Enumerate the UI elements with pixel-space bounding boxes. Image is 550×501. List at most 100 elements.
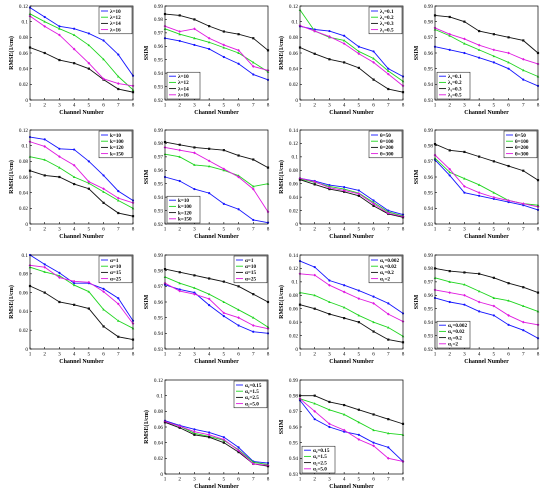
x-tick-label: 8: [267, 477, 270, 483]
data-point: [178, 288, 181, 291]
data-point: [387, 67, 390, 70]
data-point: [357, 314, 361, 317]
data-point: [73, 148, 76, 151]
data-point: [343, 284, 346, 287]
series-line: [434, 29, 539, 77]
y-tick-label: 0.97: [154, 31, 163, 37]
y-tick-label: 0.97: [424, 35, 433, 41]
y-axis-label: SSIM: [144, 169, 150, 184]
data-point: [193, 428, 196, 431]
y-tick-label: 0.98: [154, 17, 163, 23]
x-axis-label: Channel Number: [464, 234, 509, 240]
axes-frame: [299, 254, 404, 350]
data-point: [357, 192, 361, 196]
data-point: [507, 282, 510, 285]
x-tick-label: 6: [372, 352, 375, 358]
data-point: [102, 308, 105, 311]
y-tick-label: 0.1: [292, 19, 299, 25]
x-tick-label: 1: [29, 352, 32, 358]
legend-label: α₂=5.0: [245, 401, 259, 407]
data-point: [43, 270, 47, 273]
legend: λ₁=0.1λ₁=0.2λ₁=0.3λ₁=0.5: [436, 71, 471, 100]
x-tick-label: 2: [313, 352, 316, 358]
y-axis-label: SSIM: [144, 45, 150, 60]
data-point: [387, 338, 390, 341]
data-point: [522, 329, 525, 332]
y-tick-label: 0.93: [154, 347, 163, 353]
data-point: [87, 181, 91, 185]
data-point: [343, 317, 346, 320]
legend-label: θ=300: [380, 151, 394, 157]
x-tick-label: 7: [387, 227, 390, 233]
y-tick-label: 0.08: [289, 293, 298, 299]
data-point: [251, 65, 255, 68]
legend-label: λ₁=0.3: [448, 86, 462, 92]
x-axis-label: Channel Number: [194, 234, 239, 240]
y-axis-label: SSIM: [279, 419, 285, 434]
data-point: [328, 183, 331, 187]
x-tick-label: 8: [537, 227, 540, 233]
data-point: [343, 403, 346, 407]
x-tick-label: 2: [448, 227, 451, 233]
data-point: [357, 50, 361, 53]
data-point: [448, 149, 451, 152]
y-tick-label: 0.12: [289, 4, 298, 10]
data-point: [387, 446, 390, 449]
x-tick-label: 1: [434, 227, 437, 233]
data-point: [178, 426, 181, 429]
series-line: [164, 141, 269, 168]
y-tick-label: 0.96: [154, 168, 163, 174]
data-point: [58, 33, 61, 37]
chart-panel-j: 0.930.940.950.960.970.980.991 2 3 4 5 6 7 8α=1α…: [144, 253, 270, 365]
x-axis-label: Channel Number: [329, 234, 374, 240]
data-point: [463, 51, 466, 55]
series-line: [299, 177, 404, 218]
data-point: [116, 199, 120, 202]
series-line: [164, 276, 269, 328]
x-tick-label: 7: [522, 103, 525, 109]
data-point: [357, 438, 361, 441]
x-tick-label: 4: [208, 227, 211, 233]
data-point: [237, 446, 240, 449]
x-tick-label: 7: [252, 477, 255, 483]
series-line: [29, 285, 134, 341]
x-tick-label: 6: [102, 103, 105, 109]
y-tick-label: 0.04: [289, 195, 298, 201]
data-point: [313, 418, 316, 421]
legend-label: α₂=5.0: [313, 467, 327, 473]
legend-label: α₂=2.5: [245, 395, 259, 401]
data-point: [237, 308, 240, 311]
x-tick-label: 1: [164, 477, 167, 483]
y-tick-label: 0.94: [154, 331, 163, 337]
y-tick-label: 0.97: [154, 284, 163, 290]
data-point: [72, 33, 76, 36]
data-point: [178, 281, 182, 285]
y-tick-label: 0.98: [154, 141, 163, 147]
data-point: [193, 18, 196, 21]
data-point: [43, 15, 46, 19]
data-point: [313, 394, 316, 397]
data-point: [372, 57, 375, 60]
data-point: [252, 73, 255, 76]
data-point: [492, 314, 495, 317]
data-point: [507, 61, 510, 64]
data-point: [58, 58, 61, 62]
x-tick-label: 7: [522, 352, 525, 358]
x-tick-label: 4: [343, 227, 346, 233]
x-tick-label: 6: [102, 352, 105, 358]
y-tick-label: 0.95: [154, 58, 163, 64]
data-point: [492, 304, 496, 308]
data-point: [386, 326, 390, 329]
legend-label: k=10: [178, 198, 189, 204]
legend-label: λ=12: [178, 80, 189, 86]
data-point: [477, 48, 481, 51]
x-axis-label: Channel Number: [59, 110, 104, 116]
series-line: [299, 177, 404, 216]
y-tick-label: 0.04: [289, 320, 298, 326]
data-point: [492, 54, 496, 58]
x-tick-label: 1: [29, 103, 32, 109]
x-tick-label: 3: [328, 103, 331, 109]
